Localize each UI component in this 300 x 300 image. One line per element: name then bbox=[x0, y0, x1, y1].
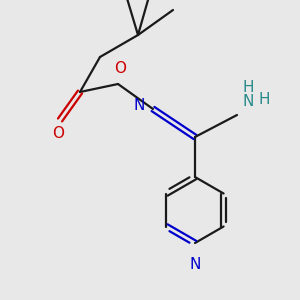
Text: N: N bbox=[243, 94, 254, 109]
Text: O: O bbox=[52, 126, 64, 141]
Text: H: H bbox=[243, 80, 254, 95]
Text: N: N bbox=[134, 98, 145, 112]
Text: H: H bbox=[259, 92, 271, 107]
Text: O: O bbox=[114, 61, 126, 76]
Text: N: N bbox=[189, 257, 201, 272]
